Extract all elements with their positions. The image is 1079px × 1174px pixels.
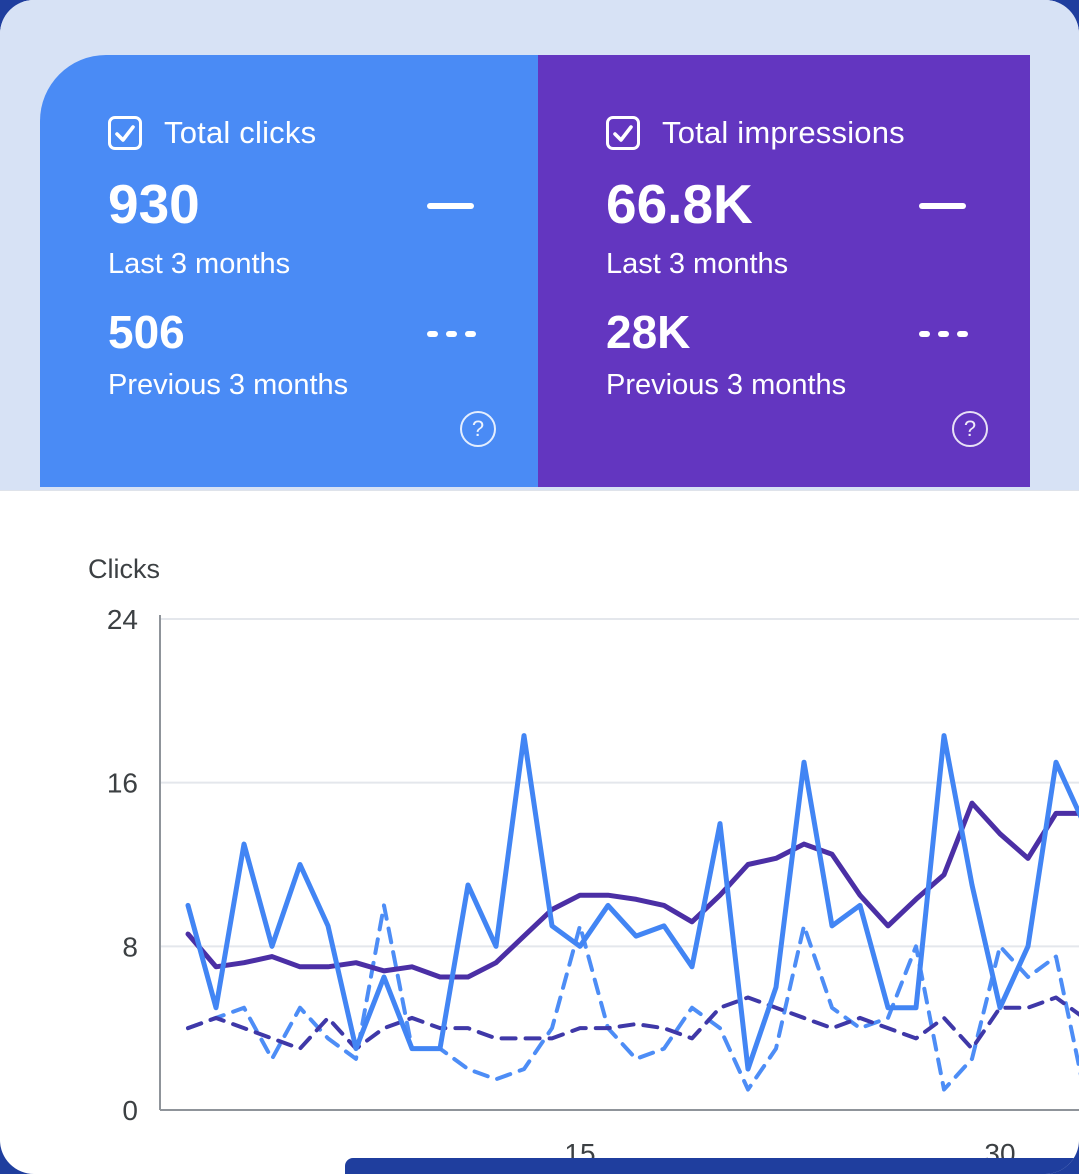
chart-title: Clicks (88, 554, 160, 584)
previous-value: 506 (108, 306, 185, 358)
clicks-checkbox[interactable] (108, 116, 142, 150)
metric-cards-row: Total clicks 930 Last 3 months 506 Previ… (40, 55, 1030, 487)
current-value: 66.8K (606, 173, 753, 235)
previous-period-label: Previous 3 months (108, 369, 349, 401)
solid-line-legend (919, 203, 966, 209)
impressions-checkbox[interactable] (606, 116, 640, 150)
dashed-line-legend (427, 331, 476, 337)
current-value: 930 (108, 173, 200, 235)
help-icon[interactable]: ? (460, 411, 496, 447)
impressions-card-header: Total impressions (606, 115, 1030, 151)
help-icon[interactable]: ? (952, 411, 988, 447)
previous-period-label: Previous 3 months (606, 369, 847, 401)
svg-text:0: 0 (122, 1095, 138, 1126)
checkmark-icon (115, 125, 135, 142)
solid-line-legend (427, 203, 474, 209)
checkmark-icon (613, 125, 633, 142)
current-period-label: Last 3 months (606, 248, 789, 280)
total-impressions-card[interactable]: Total impressions 66.8K Last 3 months 28… (538, 55, 1030, 487)
previous-value: 28K (606, 306, 691, 358)
clicks-card-header: Total clicks (108, 115, 538, 151)
header-band: Total clicks 930 Last 3 months 506 Previ… (0, 0, 1079, 491)
card-title: Total impressions (662, 115, 905, 150)
card-title: Total clicks (164, 115, 317, 150)
svg-text:16: 16 (107, 768, 138, 799)
total-clicks-card[interactable]: Total clicks 930 Last 3 months 506 Previ… (40, 55, 538, 487)
dashed-line-legend (919, 331, 968, 337)
current-period-label: Last 3 months (108, 248, 291, 280)
svg-text:24: 24 (107, 604, 138, 635)
svg-text:8: 8 (122, 931, 138, 962)
bottom-strip (345, 1158, 1079, 1174)
